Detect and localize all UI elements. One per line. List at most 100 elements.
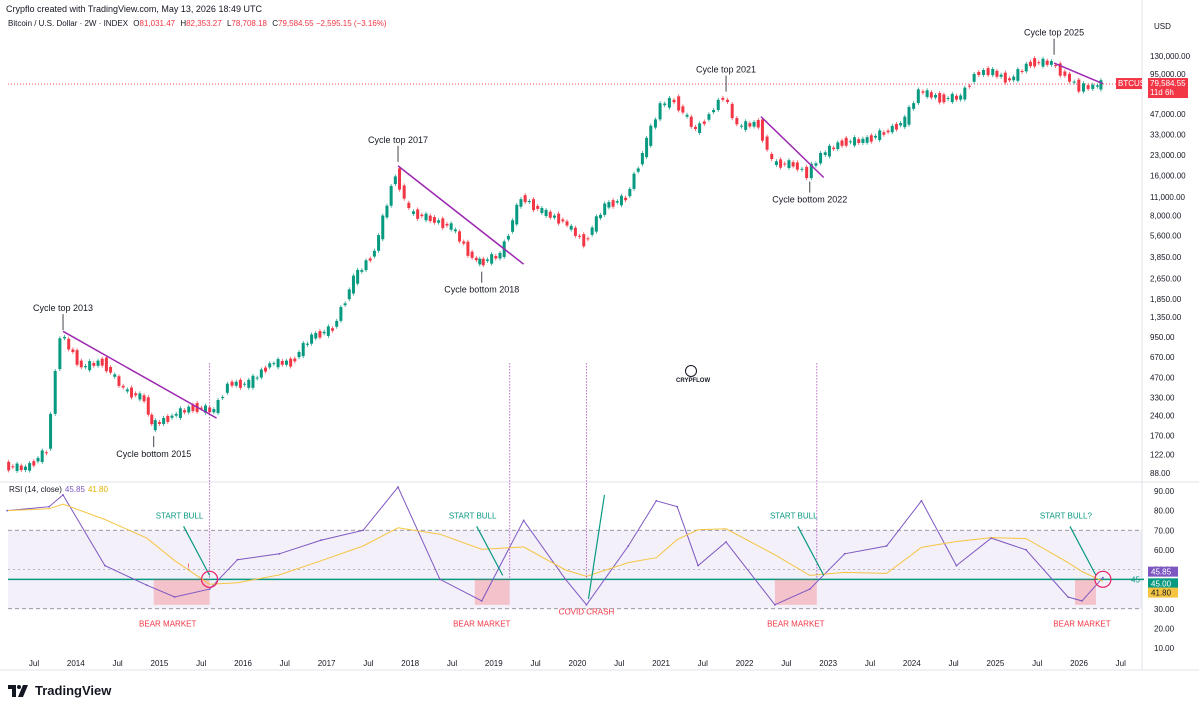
time-axis-tick: Jul [1032, 659, 1042, 668]
tradingview-logo[interactable]: TradingView [8, 683, 111, 698]
price-candle [166, 415, 170, 422]
price-axis-tick: 470.00 [1150, 373, 1175, 382]
price-candle [557, 213, 561, 224]
rsi-point [438, 578, 441, 581]
price-candle [368, 258, 372, 261]
price-candle [603, 203, 607, 215]
price-candle [903, 116, 907, 128]
price-candle [548, 211, 552, 218]
rsi-point [1081, 600, 1083, 602]
rsi-point [278, 552, 281, 555]
price-candle [677, 96, 681, 111]
price-candle [153, 420, 157, 431]
price-candle [869, 135, 873, 142]
price-candle [942, 94, 946, 103]
price-candle [1003, 72, 1007, 83]
price-candle [326, 326, 330, 336]
price-candle [466, 241, 470, 256]
price-candle [268, 363, 272, 368]
price-candle [967, 85, 971, 87]
time-axis-tick: 2020 [569, 659, 587, 668]
price-candle [331, 328, 335, 331]
rsi-point [773, 603, 776, 606]
price-candle [730, 103, 734, 119]
rsi-value-badge [1148, 587, 1178, 598]
price-candle [40, 450, 44, 463]
time-axis-tick: Jul [948, 659, 958, 668]
price-candle [407, 202, 411, 208]
price-candle [109, 367, 113, 373]
symbol-badge-text: BTCUSD [1118, 79, 1151, 88]
rsi-point [103, 564, 106, 567]
price-candle [7, 461, 11, 471]
price-candle [689, 116, 693, 127]
time-axis-tick: Jul [363, 659, 373, 668]
rsi-value-badge-text: 45.00 [1151, 579, 1172, 588]
rsi-point [655, 499, 658, 502]
watermark: CRYPFLOW [676, 365, 710, 384]
price-candle [950, 93, 954, 103]
price-candle [886, 130, 890, 133]
price-candle [247, 379, 251, 388]
annotation-bg [107, 448, 201, 461]
price-axis-tick: 1,850.00 [1150, 295, 1182, 304]
price-axis-tick: 240.00 [1150, 412, 1175, 421]
bear-market-zone [1075, 579, 1096, 605]
rsi-axis-tick: 20.00 [1154, 624, 1175, 633]
price-candle [986, 68, 990, 76]
price-candle [121, 385, 125, 388]
price-candle [578, 235, 582, 237]
cycle-annotation: Cycle bottom 2015 [116, 449, 191, 459]
cycle-annotation: Cycle top 2025 [1024, 28, 1084, 38]
price-candle [1099, 80, 1103, 90]
rsi-point [676, 505, 679, 508]
price-candle [162, 417, 166, 424]
price-candle [681, 106, 685, 113]
price-candle [685, 114, 689, 117]
price-axis-tick: 88.00 [1150, 469, 1171, 478]
price-candle [632, 173, 636, 189]
rsi-point [208, 588, 211, 591]
price-axis-tick: 122.00 [1150, 450, 1175, 459]
time-axis-tick: 2024 [903, 659, 921, 668]
price-candle [827, 145, 831, 157]
price-candle [624, 197, 628, 201]
price-candle [339, 307, 343, 321]
rsi-point [236, 558, 239, 561]
rsi-point [1025, 548, 1028, 551]
price-candle [663, 103, 667, 106]
price-candle [1058, 63, 1062, 76]
countdown-text: 11d 6h [1150, 88, 1174, 97]
low-value: 78,708.18 [231, 19, 267, 28]
price-candle [11, 466, 15, 468]
price-candle [1068, 73, 1072, 82]
price-candle [32, 461, 36, 466]
rsi-axis-tick: 70.00 [1154, 526, 1175, 535]
highlight-circle [1094, 570, 1112, 588]
price-candle [478, 258, 482, 265]
price-candle [264, 367, 268, 372]
time-axis-tick: Jul [1116, 659, 1126, 668]
price-candle [756, 120, 760, 128]
price-candle [157, 422, 161, 424]
price-candle [760, 119, 764, 141]
rsi-level-label: 45 [1131, 575, 1140, 584]
price-candle [199, 407, 203, 409]
rsi-axis-tick: 80.00 [1154, 507, 1175, 516]
price-candle [356, 269, 360, 284]
price-candle [912, 103, 916, 109]
price-badge [1148, 78, 1188, 99]
price-candle [498, 252, 502, 259]
price-candle [178, 408, 182, 419]
price-candle [453, 229, 457, 232]
price-candle [963, 87, 967, 100]
rsi-legend-value: 45.85 [64, 485, 85, 494]
price-candle [1081, 83, 1085, 92]
price-candle [1028, 61, 1032, 67]
time-axis-tick: 2026 [1070, 659, 1088, 668]
price-candle [611, 200, 615, 207]
price-candle [297, 352, 301, 358]
price-candle [259, 369, 263, 378]
price-candle [954, 95, 958, 100]
